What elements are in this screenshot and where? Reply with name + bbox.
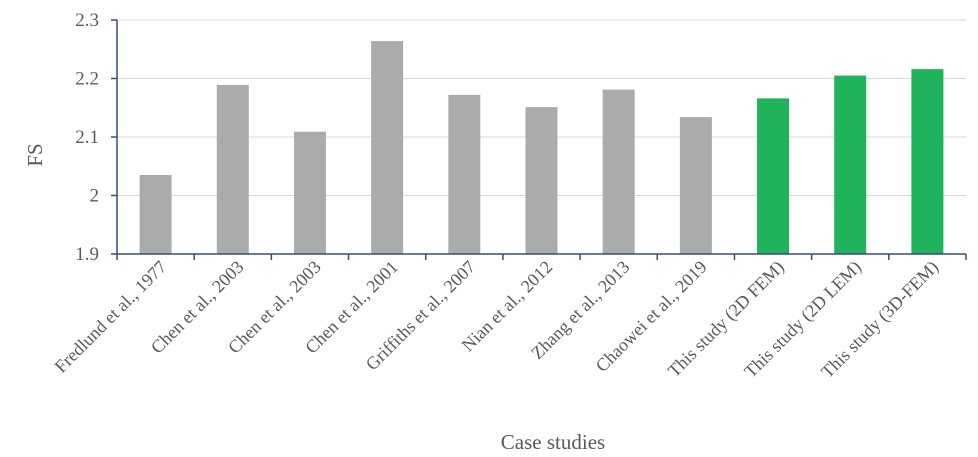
y-tick-label: 2.3 bbox=[75, 10, 99, 31]
x-tick-label: Fredlund et al., 1977 bbox=[51, 257, 171, 377]
bar bbox=[602, 89, 635, 255]
y-tick-labels: 1.9 2 2.1 2.2 2.3 bbox=[75, 10, 99, 265]
y-tick-label: 2.2 bbox=[75, 69, 99, 90]
y-tick-label: 2.1 bbox=[75, 127, 99, 148]
bar bbox=[834, 75, 867, 254]
x-axis-title: Case studies bbox=[501, 430, 605, 454]
bar bbox=[525, 107, 558, 254]
bar bbox=[216, 84, 249, 254]
axes bbox=[111, 19, 967, 260]
y-tick-label: 2 bbox=[90, 186, 100, 207]
bar bbox=[371, 41, 404, 255]
bars bbox=[139, 41, 944, 255]
bar bbox=[139, 175, 172, 254]
bar bbox=[448, 94, 481, 254]
bar bbox=[911, 69, 944, 254]
bar bbox=[293, 131, 326, 254]
bar bbox=[679, 117, 712, 254]
y-tick-label: 1.9 bbox=[75, 244, 99, 265]
bar bbox=[757, 98, 790, 254]
y-axis-title: FS bbox=[23, 143, 47, 166]
